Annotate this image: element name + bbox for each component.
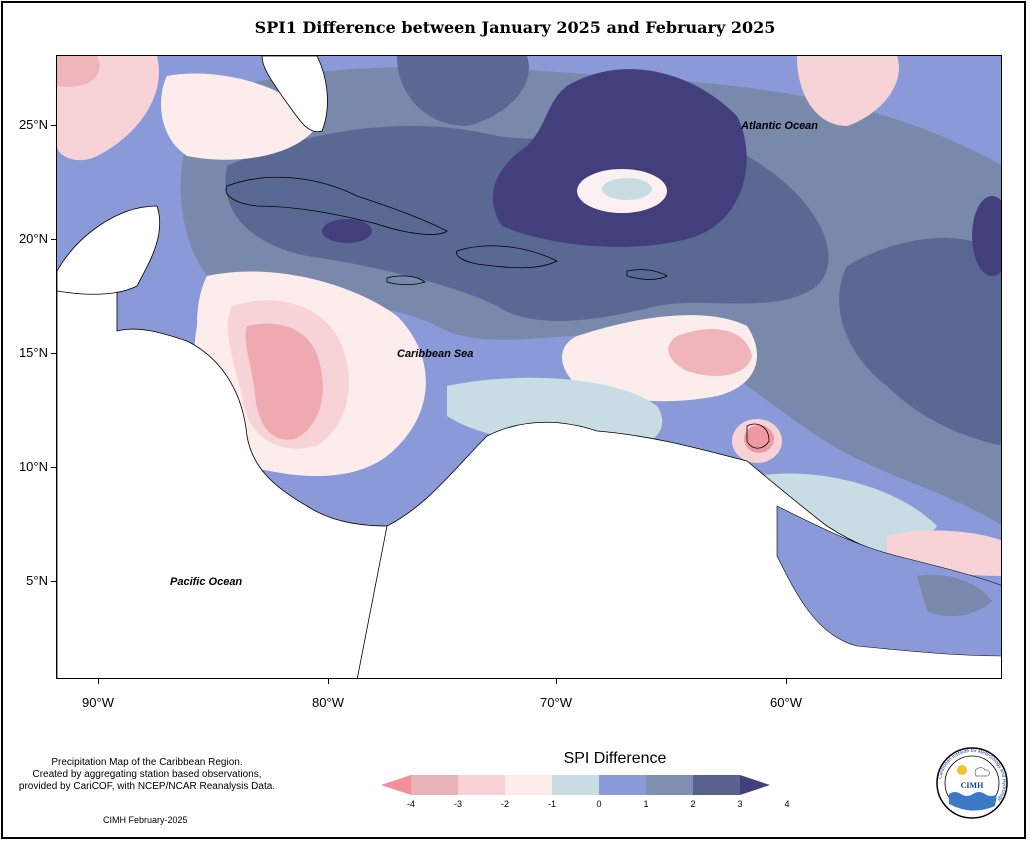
shading-light-core: [602, 178, 652, 200]
y-tick-label: 5°N: [26, 573, 48, 588]
map-title: SPI1 Difference between January 2025 and…: [254, 18, 776, 37]
legend-swatch: [646, 775, 693, 795]
island-hispaniola: [456, 245, 558, 269]
legend-swatch: [381, 775, 411, 795]
x-tick: [98, 679, 99, 684]
legend-tick-label: 1: [643, 799, 649, 809]
x-tick-label: 70°W: [540, 695, 572, 710]
x-tick: [556, 679, 557, 684]
cloud-icon: [974, 767, 990, 777]
data-source-note: Precipitation Map of the Caribbean Regio…: [4, 757, 290, 793]
label-atlantic-ocean: Atlantic Ocean: [741, 120, 819, 132]
shading-level-3-north: [397, 56, 529, 126]
legend-swatch: [505, 775, 552, 795]
x-tick: [786, 679, 787, 684]
legend-swatches: [381, 775, 770, 795]
legend-tick-label: 3: [737, 799, 743, 809]
legend-swatch: [458, 775, 505, 795]
y-tick: [51, 125, 56, 126]
island-puerto-rico: [626, 269, 668, 280]
shading-west-pink-dark: [245, 323, 323, 440]
shading-level-4-atlantic: [492, 69, 747, 247]
y-tick-label: 20°N: [18, 231, 48, 246]
note-line-1: Precipitation Map of the Caribbean Regio…: [51, 757, 243, 768]
x-tick: [328, 679, 329, 684]
legend-tick-label: -2: [500, 799, 509, 809]
shading-ne-pink: [797, 56, 899, 126]
legend-swatch: [693, 775, 740, 795]
shading-east-pink: [668, 328, 752, 376]
y-tick: [51, 581, 56, 582]
x-tick-label: 60°W: [770, 695, 802, 710]
shading-guianas-dark: [917, 574, 992, 617]
x-tick-label: 90°W: [82, 695, 114, 710]
spi-difference-map: Atlantic Ocean Caribbean Sea Pacific Oce…: [56, 55, 1002, 679]
land-yucatan: [57, 205, 161, 295]
legend-tick-label: -4: [406, 799, 415, 809]
shading-level-3-east: [839, 237, 1001, 446]
legend-swatch: [552, 775, 599, 795]
legend-tick-label: -3: [453, 799, 462, 809]
logo-center-text: CIMH: [961, 781, 984, 790]
legend-tick-label: 2: [690, 799, 696, 809]
legend-colorbar: [381, 775, 770, 795]
legend-swatch: [411, 775, 458, 795]
y-tick-label: 10°N: [18, 459, 48, 474]
label-pacific-ocean: Pacific Ocean: [170, 576, 243, 588]
note-line-2: Created by aggregating station based obs…: [32, 769, 262, 780]
legend-swatch: [599, 775, 646, 795]
cimh-logo: CIMH Caribbean Institute for Meteorology…: [936, 747, 1008, 819]
y-tick: [51, 353, 56, 354]
y-tick: [51, 467, 56, 468]
shading-level-4-east-edge: [972, 196, 1001, 276]
legend-tick-label: 4: [784, 799, 790, 809]
island-cuba: [225, 176, 448, 235]
note-line-3: provided by CariCOF, with NCEP/NCAR Rean…: [18, 781, 276, 792]
map-canvas: [57, 56, 1001, 678]
island-trinidad: [746, 423, 770, 449]
shading-gulf-light: [161, 73, 317, 160]
shading-guianas-land: [776, 505, 1001, 657]
water-icon: [949, 792, 997, 811]
y-tick-label: 15°N: [18, 345, 48, 360]
label-caribbean-sea: Caribbean Sea: [397, 348, 474, 360]
credit-text: CIMH February-2025: [103, 815, 188, 825]
legend-tick-label: -1: [547, 799, 556, 809]
shading-trinidad-red: [744, 425, 774, 453]
shading-nw-pink-dark: [57, 56, 100, 87]
shading-level-4-cuba: [322, 219, 372, 243]
y-tick-label: 25°N: [18, 117, 48, 132]
legend-tick-label: 0: [596, 799, 602, 809]
island-jamaica: [386, 275, 426, 286]
legend-swatch: [740, 775, 770, 795]
y-tick: [51, 239, 56, 240]
sun-icon: [957, 765, 967, 775]
land-florida: [261, 56, 328, 133]
x-tick-label: 80°W: [312, 695, 344, 710]
legend-title: SPI Difference: [563, 750, 667, 767]
